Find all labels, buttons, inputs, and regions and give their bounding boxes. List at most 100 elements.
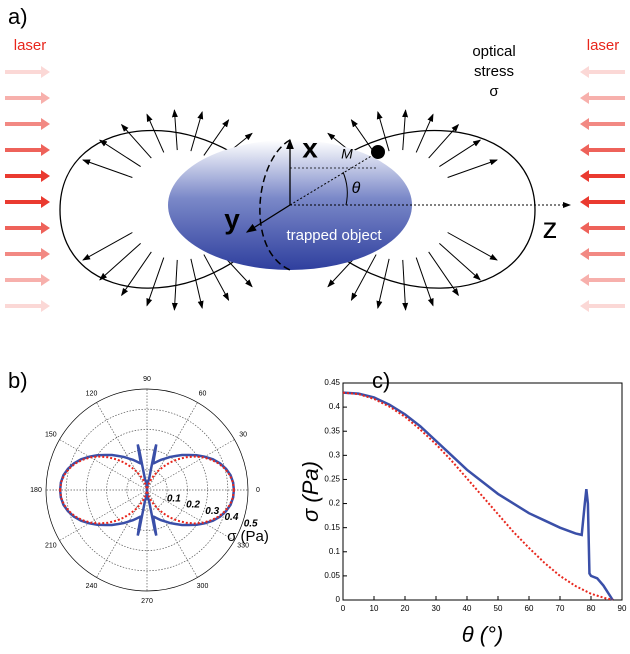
panel-label: c) — [372, 368, 390, 393]
laser-arrow — [5, 118, 50, 130]
polar-line — [146, 455, 235, 491]
stress-arrow — [439, 243, 481, 281]
theta-tick-label: 330 — [237, 542, 249, 549]
x-tick-label: 60 — [525, 604, 534, 613]
stress-lobe — [289, 129, 536, 289]
theta-tick-label: 180 — [30, 487, 42, 494]
laser-arrow — [580, 300, 625, 312]
stress-arrow — [120, 123, 152, 159]
theta-tick-label: 270 — [141, 598, 153, 605]
theta-tick-label: 90 — [143, 376, 151, 383]
laser-label: laser — [14, 37, 47, 54]
grid-spoke — [146, 439, 235, 491]
polar-line — [58, 444, 149, 491]
theta-tick-label: 60 — [199, 391, 207, 398]
x-tick-label: 0 — [341, 604, 346, 613]
y-tick-label: 0.05 — [324, 571, 340, 580]
x-tick-label: 50 — [494, 604, 503, 613]
y-tick-label: 0.35 — [324, 426, 340, 435]
stress-arrow — [439, 139, 482, 168]
r-tick-label: 0.4 — [225, 512, 239, 523]
x-tick-label: 10 — [370, 604, 379, 613]
theta-tick-label: 300 — [197, 583, 209, 590]
laser-arrow — [5, 170, 50, 182]
panel-b: b) 0.1 0.2 0.3 0.4 0.5 0 30 60 90 120 150 180 210 240… — [8, 368, 269, 605]
panel-label: b) — [8, 368, 28, 393]
x-tick-label: 30 — [432, 604, 441, 613]
x-tick-label: 40 — [463, 604, 472, 613]
theta-tick-label: 240 — [86, 583, 98, 590]
laser-arrow — [580, 92, 625, 104]
stress-label: stress — [474, 63, 514, 80]
angle-label: θ — [352, 180, 361, 197]
stress-arrow — [376, 258, 390, 309]
stress-arrow — [203, 119, 230, 156]
grid-circle — [126, 469, 168, 511]
stress-arrow — [428, 251, 459, 297]
stress-arrow — [171, 259, 178, 311]
polar-line — [58, 489, 149, 536]
r-tick-label: 0.1 — [167, 493, 181, 504]
point-m — [371, 145, 385, 159]
r-tick-label: 0.2 — [186, 500, 200, 511]
y-axis — [245, 204, 291, 233]
grid-circle — [65, 408, 229, 572]
x-tick-label: 90 — [618, 604, 627, 613]
laser-arrow — [5, 144, 50, 156]
stress-arrow — [82, 159, 133, 178]
theta-tick-label: 30 — [239, 431, 247, 438]
laser-arrow — [580, 170, 625, 182]
laser-arrow — [5, 248, 50, 260]
grid-spoke — [146, 402, 198, 491]
x-tick-label: 80 — [587, 604, 596, 613]
grid-spoke — [59, 489, 148, 541]
laser-arrow — [580, 222, 625, 234]
grid-spoke — [146, 489, 198, 578]
theta-tick-label: 150 — [45, 431, 57, 438]
laser-arrow — [5, 222, 50, 234]
stress-arrow — [171, 109, 178, 151]
stress-arrow — [146, 257, 165, 307]
laser-arrow — [580, 248, 625, 260]
stress-arrow — [402, 259, 409, 311]
panel-label: a) — [8, 4, 28, 29]
stress-arrow — [402, 109, 409, 151]
theta-tick-label: 210 — [45, 542, 57, 549]
laser-arrow — [580, 196, 625, 208]
laser-arrow — [580, 66, 625, 78]
y-tick-label: 0.25 — [324, 475, 340, 484]
laser-label: laser — [587, 37, 620, 54]
stress-arrow — [121, 251, 152, 297]
grid-spoke — [146, 489, 235, 541]
axis-label: y — [224, 203, 240, 234]
y-axis-label: σ (Pa) — [298, 461, 323, 522]
angle-arc — [342, 171, 348, 206]
axis-label: x — [302, 132, 318, 163]
y-tick-label: 0.45 — [324, 378, 340, 387]
stress-arrow — [82, 232, 133, 261]
y-tick-label: 0.15 — [324, 523, 340, 532]
polar-line — [145, 489, 236, 536]
stress-arrow — [99, 243, 141, 281]
stress-arrow — [190, 258, 204, 309]
radius-line — [289, 151, 379, 206]
polar-line — [59, 489, 148, 525]
laser-arrow — [5, 274, 50, 286]
stress-arrow — [447, 159, 498, 178]
data-line — [342, 391, 613, 601]
x-tick-label: 70 — [556, 604, 565, 613]
theta-tick-label: 0 — [256, 487, 260, 494]
stress-arrow — [98, 139, 141, 168]
polar-line — [145, 444, 236, 491]
polar-line — [146, 489, 235, 525]
laser-arrow — [580, 274, 625, 286]
grid-spoke — [96, 489, 148, 578]
y-tick-label: 0.3 — [329, 450, 341, 459]
grid-circle — [45, 388, 249, 592]
laser-arrow — [5, 196, 50, 208]
r-tick-label: 0.5 — [244, 518, 258, 529]
laser-arrow — [580, 144, 625, 156]
stress-arrow — [428, 123, 460, 159]
r-axis-label: σ (Pa) — [227, 528, 269, 545]
